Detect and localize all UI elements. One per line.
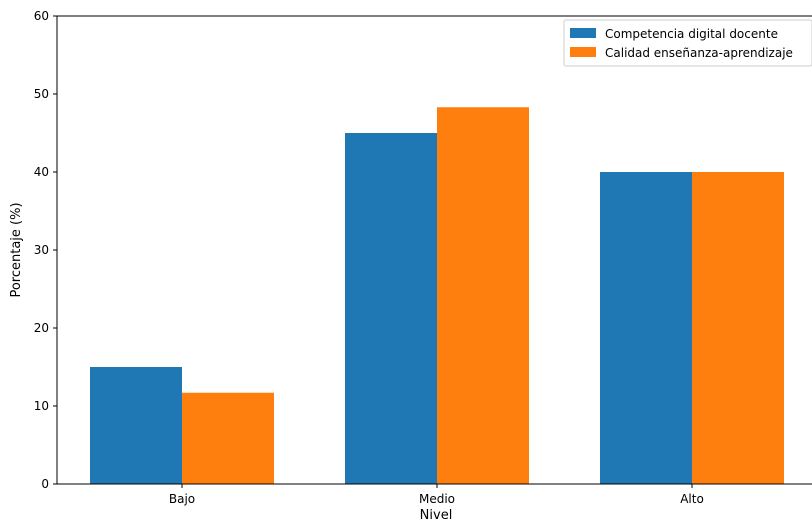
legend-swatch-series-1: [570, 28, 596, 38]
bar-1-alto: [600, 172, 692, 484]
y-tick-label: 30: [34, 243, 49, 257]
legend-label-series-1: Competencia digital docente: [605, 27, 778, 41]
y-axis-label: Porcentaje (%): [9, 202, 24, 297]
x-tick-label-medio: Medio: [419, 492, 455, 506]
x-axis-ticks: Bajo Medio Alto: [169, 484, 704, 506]
y-tick-label: 0: [41, 477, 49, 491]
bar-2-alto: [692, 172, 784, 484]
bar-2-medio: [437, 107, 529, 484]
legend-swatch-series-2: [570, 47, 596, 57]
legend-box: [563, 19, 812, 67]
bars-group: [90, 107, 784, 484]
legend: Competencia digital docente Calidad ense…: [563, 19, 812, 67]
legend-label-series-2: Calidad enseñanza-aprendizaje: [605, 46, 793, 60]
x-tick-label-alto: Alto: [680, 492, 704, 506]
y-tick-label: 20: [34, 321, 49, 335]
x-tick-label-bajo: Bajo: [169, 492, 195, 506]
x-axis-label: Nivel: [420, 508, 453, 523]
y-tick-label: 60: [34, 9, 49, 23]
y-tick-label: 10: [34, 399, 49, 413]
y-tick-label: 50: [34, 87, 49, 101]
bar-1-medio: [345, 133, 437, 484]
bar-2-bajo: [182, 392, 274, 484]
y-tick-label: 40: [34, 165, 49, 179]
bar-1-bajo: [90, 367, 182, 484]
y-axis-ticks: 0 10 20 30 40 50 60: [34, 9, 57, 491]
